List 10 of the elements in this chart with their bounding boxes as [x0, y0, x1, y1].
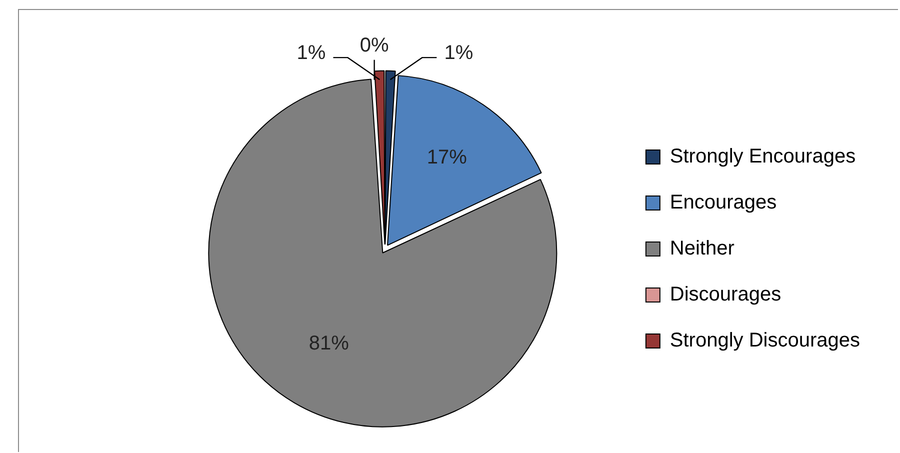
legend-label: Encourages [670, 192, 777, 214]
data-label: 81% [308, 332, 350, 354]
legend-label: Strongly Encourages [670, 146, 856, 168]
data-label: 1% [444, 42, 474, 64]
text: 0% [360, 34, 389, 56]
data-label: 1% [296, 42, 326, 64]
data-label: 17% [426, 146, 468, 168]
legend-label: Strongly Discourages [670, 330, 860, 352]
legend-label: Neither [670, 238, 735, 260]
legend-label: Discourages [670, 284, 782, 306]
